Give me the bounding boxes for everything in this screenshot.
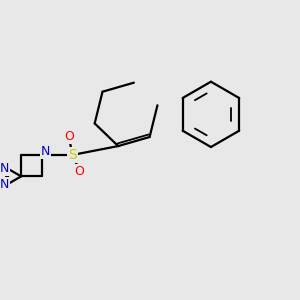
Text: O: O [75,165,85,178]
Text: S: S [68,148,76,162]
Text: N: N [0,162,9,175]
Text: N: N [41,145,50,158]
Text: O: O [64,130,74,143]
Text: N: N [0,178,9,190]
